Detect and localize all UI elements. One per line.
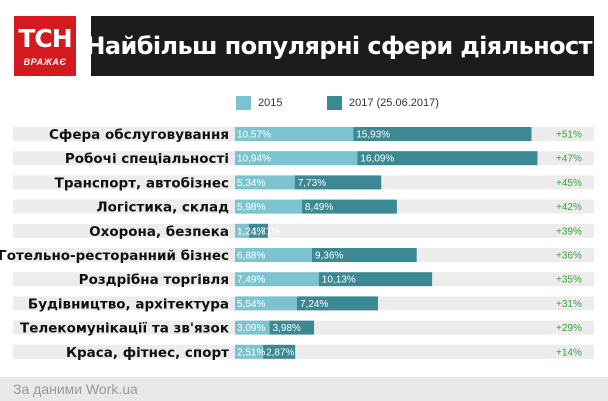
value-label-2017: 9,36% [315, 251, 343, 262]
legend-item-2017: 2017 (25.06.2017) [327, 96, 439, 110]
category-label: Робочі спеціальності [65, 151, 229, 167]
bar-2015 [235, 127, 354, 141]
change-label: +31% [556, 299, 582, 310]
category-label: Охорона, безпека [89, 224, 229, 240]
title-bar: Найбільш популярні сфери діяльності [85, 16, 600, 76]
value-label-2015: 5,98% [237, 202, 265, 213]
category-label: Сфера обслуговування [49, 127, 229, 143]
category-label: Транспорт, автобізнес [55, 175, 229, 191]
bar-2015 [235, 320, 270, 335]
bar-2015 [235, 199, 302, 214]
legend-label-2017: 2017 (25.06.2017) [349, 97, 439, 109]
value-label-2015: 10,94% [237, 154, 271, 165]
legend: 2015 2017 (25.06.2017) [0, 96, 608, 110]
category-label: Готельно-ресторанний бізнес [0, 248, 229, 264]
category-label: Логістика, склад [96, 200, 229, 216]
bar-2015 [235, 248, 312, 262]
value-label-2017: 15,93% [356, 130, 390, 141]
change-label: +29% [556, 323, 582, 334]
change-label: +42% [556, 202, 582, 213]
bar-2017 [301, 199, 397, 214]
bar-2015 [235, 272, 319, 287]
change-label: +51% [556, 130, 582, 141]
legend-swatch-2017 [327, 96, 342, 110]
value-label-2015: 5,34% [237, 178, 265, 189]
value-label-2015: 2,51% [237, 347, 265, 358]
change-label: +47% [556, 154, 582, 165]
bar-2017 [311, 248, 417, 262]
logo-wordmark: ТСН [18, 24, 72, 53]
bar-2017 [357, 151, 538, 166]
change-label: +39% [556, 226, 582, 237]
value-label-2015: 10,57% [237, 130, 271, 141]
bar-chart: Сфера обслуговування 10,57% 15,93% +51% Робо… [0, 127, 594, 361]
change-label: +35% [556, 275, 582, 286]
change-label: +36% [556, 251, 582, 262]
category-label: Роздрібна торгівля [79, 272, 229, 288]
bar-2017 [294, 175, 382, 190]
bar-2015 [235, 175, 295, 190]
value-label-2015: 5,54% [237, 299, 265, 310]
bar-2017 [353, 127, 532, 141]
change-label: +14% [556, 347, 582, 358]
row-band [13, 223, 594, 238]
change-label: +45% [556, 178, 582, 189]
value-label-2015: 6,88% [237, 251, 265, 262]
legend-item-2015: 2015 [236, 96, 282, 110]
bar-2017 [263, 344, 296, 359]
logo-tagline: ВРАЖАЄ [23, 57, 67, 67]
value-label-2017: 16,09% [360, 154, 394, 165]
value-label-2017: 7,24% [300, 299, 328, 310]
category-label: Будівництво, архітектура [28, 296, 229, 312]
bar-2015 [235, 344, 264, 359]
value-label-2017: 1,71% [252, 226, 280, 237]
row-band [13, 344, 594, 359]
value-label-2015: 7,49% [237, 275, 265, 286]
source-text: За даними Work.ua [13, 381, 138, 397]
bar-2015 [235, 296, 297, 311]
value-label-2015: 3,09% [237, 323, 265, 334]
value-label-2017: 7,73% [298, 178, 326, 189]
bar-2017 [269, 320, 315, 335]
source-bar: За даними Work.ua [0, 377, 608, 401]
category-label: Краса, фітнес, спорт [66, 345, 229, 361]
legend-label-2015: 2015 [258, 97, 283, 109]
value-label-2017: 10,13% [322, 275, 356, 286]
tsn-logo: ТСН ВРАЖАЄ [14, 16, 76, 76]
value-label-2017: 8,49% [305, 202, 333, 213]
legend-swatch-2015 [236, 96, 251, 110]
bar-2017 [248, 223, 269, 238]
bar-2017 [296, 296, 378, 311]
value-label-2015: 1,24% [237, 226, 265, 237]
bar-2015 [235, 223, 249, 238]
value-label-2017: 3,98% [273, 323, 301, 334]
bar-2015 [235, 151, 358, 166]
category-label: Телекомунікації та зв'язок [20, 321, 229, 337]
value-label-2017: 2,87% [266, 347, 294, 358]
bar-2017 [318, 272, 433, 287]
chart-title: Найбільш популярні сфери діяльності [85, 32, 600, 60]
